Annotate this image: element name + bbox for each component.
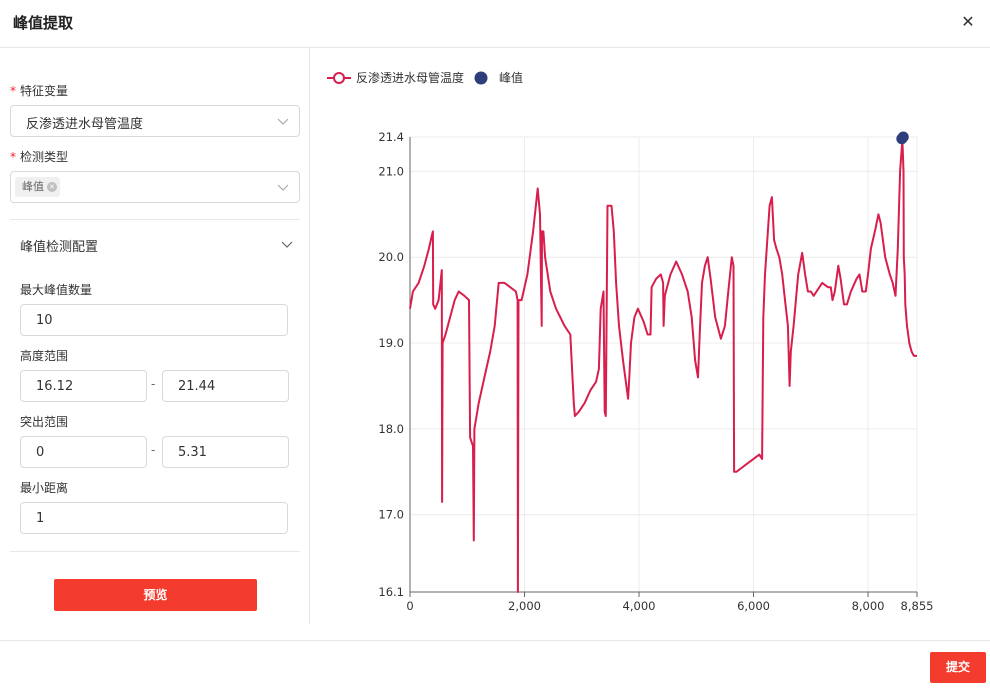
height-range-label: 高度范围 bbox=[20, 349, 69, 363]
config-panel: * 特征变量 反渗透进水母管温度 * 检测类型 峰值 ✕ 峰值检测配置 最大峰值数量… bbox=[0, 48, 310, 624]
height-max-input[interactable]: 21.44 bbox=[162, 370, 289, 402]
chevron-down-icon bbox=[277, 118, 289, 125]
y-tick-label: 21.0 bbox=[378, 164, 404, 178]
prominence-min-input[interactable]: 0 bbox=[20, 436, 147, 468]
x-tick-label: 0 bbox=[406, 599, 413, 613]
preview-button[interactable]: 预览 bbox=[54, 579, 257, 611]
dialog-header: 峰值提取 ✕ bbox=[0, 0, 990, 48]
tag-remove-icon[interactable]: ✕ bbox=[47, 182, 57, 192]
detect-type-select[interactable]: 峰值 ✕ bbox=[10, 171, 300, 203]
feature-var-label-text: 特征变量 bbox=[20, 84, 69, 98]
series-line-temperature bbox=[409, 139, 917, 593]
min-distance-input[interactable]: 1 bbox=[20, 502, 288, 534]
y-tick-label: 17.0 bbox=[378, 508, 404, 522]
legend-label-peak: 峰值 bbox=[499, 70, 523, 85]
feature-var-select[interactable]: 反渗透进水母管温度 bbox=[10, 105, 300, 137]
peak-chart: 16.1 17.0 18.0 19.0 20.0 21.0 21.4 0 2,000 4,000 6… bbox=[311, 48, 990, 638]
chart-svg: 16.1 17.0 18.0 19.0 20.0 21.0 21.4 0 2,000 4,000 6… bbox=[327, 70, 934, 613]
prominence-range-label: 突出范围 bbox=[20, 415, 69, 429]
y-tick-label: 20.0 bbox=[378, 250, 404, 264]
feature-var-label: * 特征变量 bbox=[10, 82, 68, 99]
x-tick-label: 4,000 bbox=[623, 599, 656, 613]
detect-type-label-text: 检测类型 bbox=[20, 150, 69, 164]
required-mark: * bbox=[10, 84, 16, 98]
x-tick-label: 8,855 bbox=[901, 599, 934, 613]
x-tick-label: 6,000 bbox=[737, 599, 770, 613]
dialog-title: 峰值提取 bbox=[13, 14, 74, 32]
x-tick-label: 2,000 bbox=[508, 599, 541, 613]
y-tick-label: 21.4 bbox=[378, 130, 404, 144]
legend-peak-marker bbox=[474, 71, 488, 85]
chevron-down-icon[interactable] bbox=[281, 238, 293, 250]
section-divider bbox=[10, 551, 300, 552]
detect-type-tag-text: 峰值 bbox=[22, 180, 44, 193]
max-peaks-label: 最大峰值数量 bbox=[20, 283, 93, 297]
y-tick-label: 19.0 bbox=[378, 336, 404, 350]
config-section-title[interactable]: 峰值检测配置 bbox=[20, 240, 99, 255]
legend-label-temperature: 反渗透进水母管温度 bbox=[356, 70, 464, 85]
section-divider bbox=[10, 219, 300, 220]
detect-type-tag: 峰值 ✕ bbox=[15, 177, 60, 197]
max-peaks-input[interactable]: 10 bbox=[20, 304, 288, 336]
range-separator: - bbox=[151, 443, 156, 457]
required-mark: * bbox=[10, 150, 16, 164]
prominence-max-input[interactable]: 5.31 bbox=[162, 436, 289, 468]
y-tick-label: 18.0 bbox=[378, 422, 404, 436]
range-separator: - bbox=[151, 377, 156, 391]
legend-line-marker-circle bbox=[333, 72, 345, 84]
height-min-input[interactable]: 16.12 bbox=[20, 370, 147, 402]
feature-var-value: 反渗透进水母管温度 bbox=[26, 117, 144, 132]
detect-type-label: * 检测类型 bbox=[10, 148, 68, 165]
x-tick-label: 8,000 bbox=[852, 599, 885, 613]
submit-button[interactable]: 提交 bbox=[930, 652, 986, 683]
min-distance-label: 最小距离 bbox=[20, 481, 69, 495]
chevron-down-icon bbox=[277, 184, 289, 191]
y-tick-label: 16.1 bbox=[378, 585, 404, 599]
close-icon[interactable]: ✕ bbox=[961, 12, 975, 31]
footer-divider bbox=[0, 640, 990, 641]
peak-point bbox=[897, 131, 909, 143]
